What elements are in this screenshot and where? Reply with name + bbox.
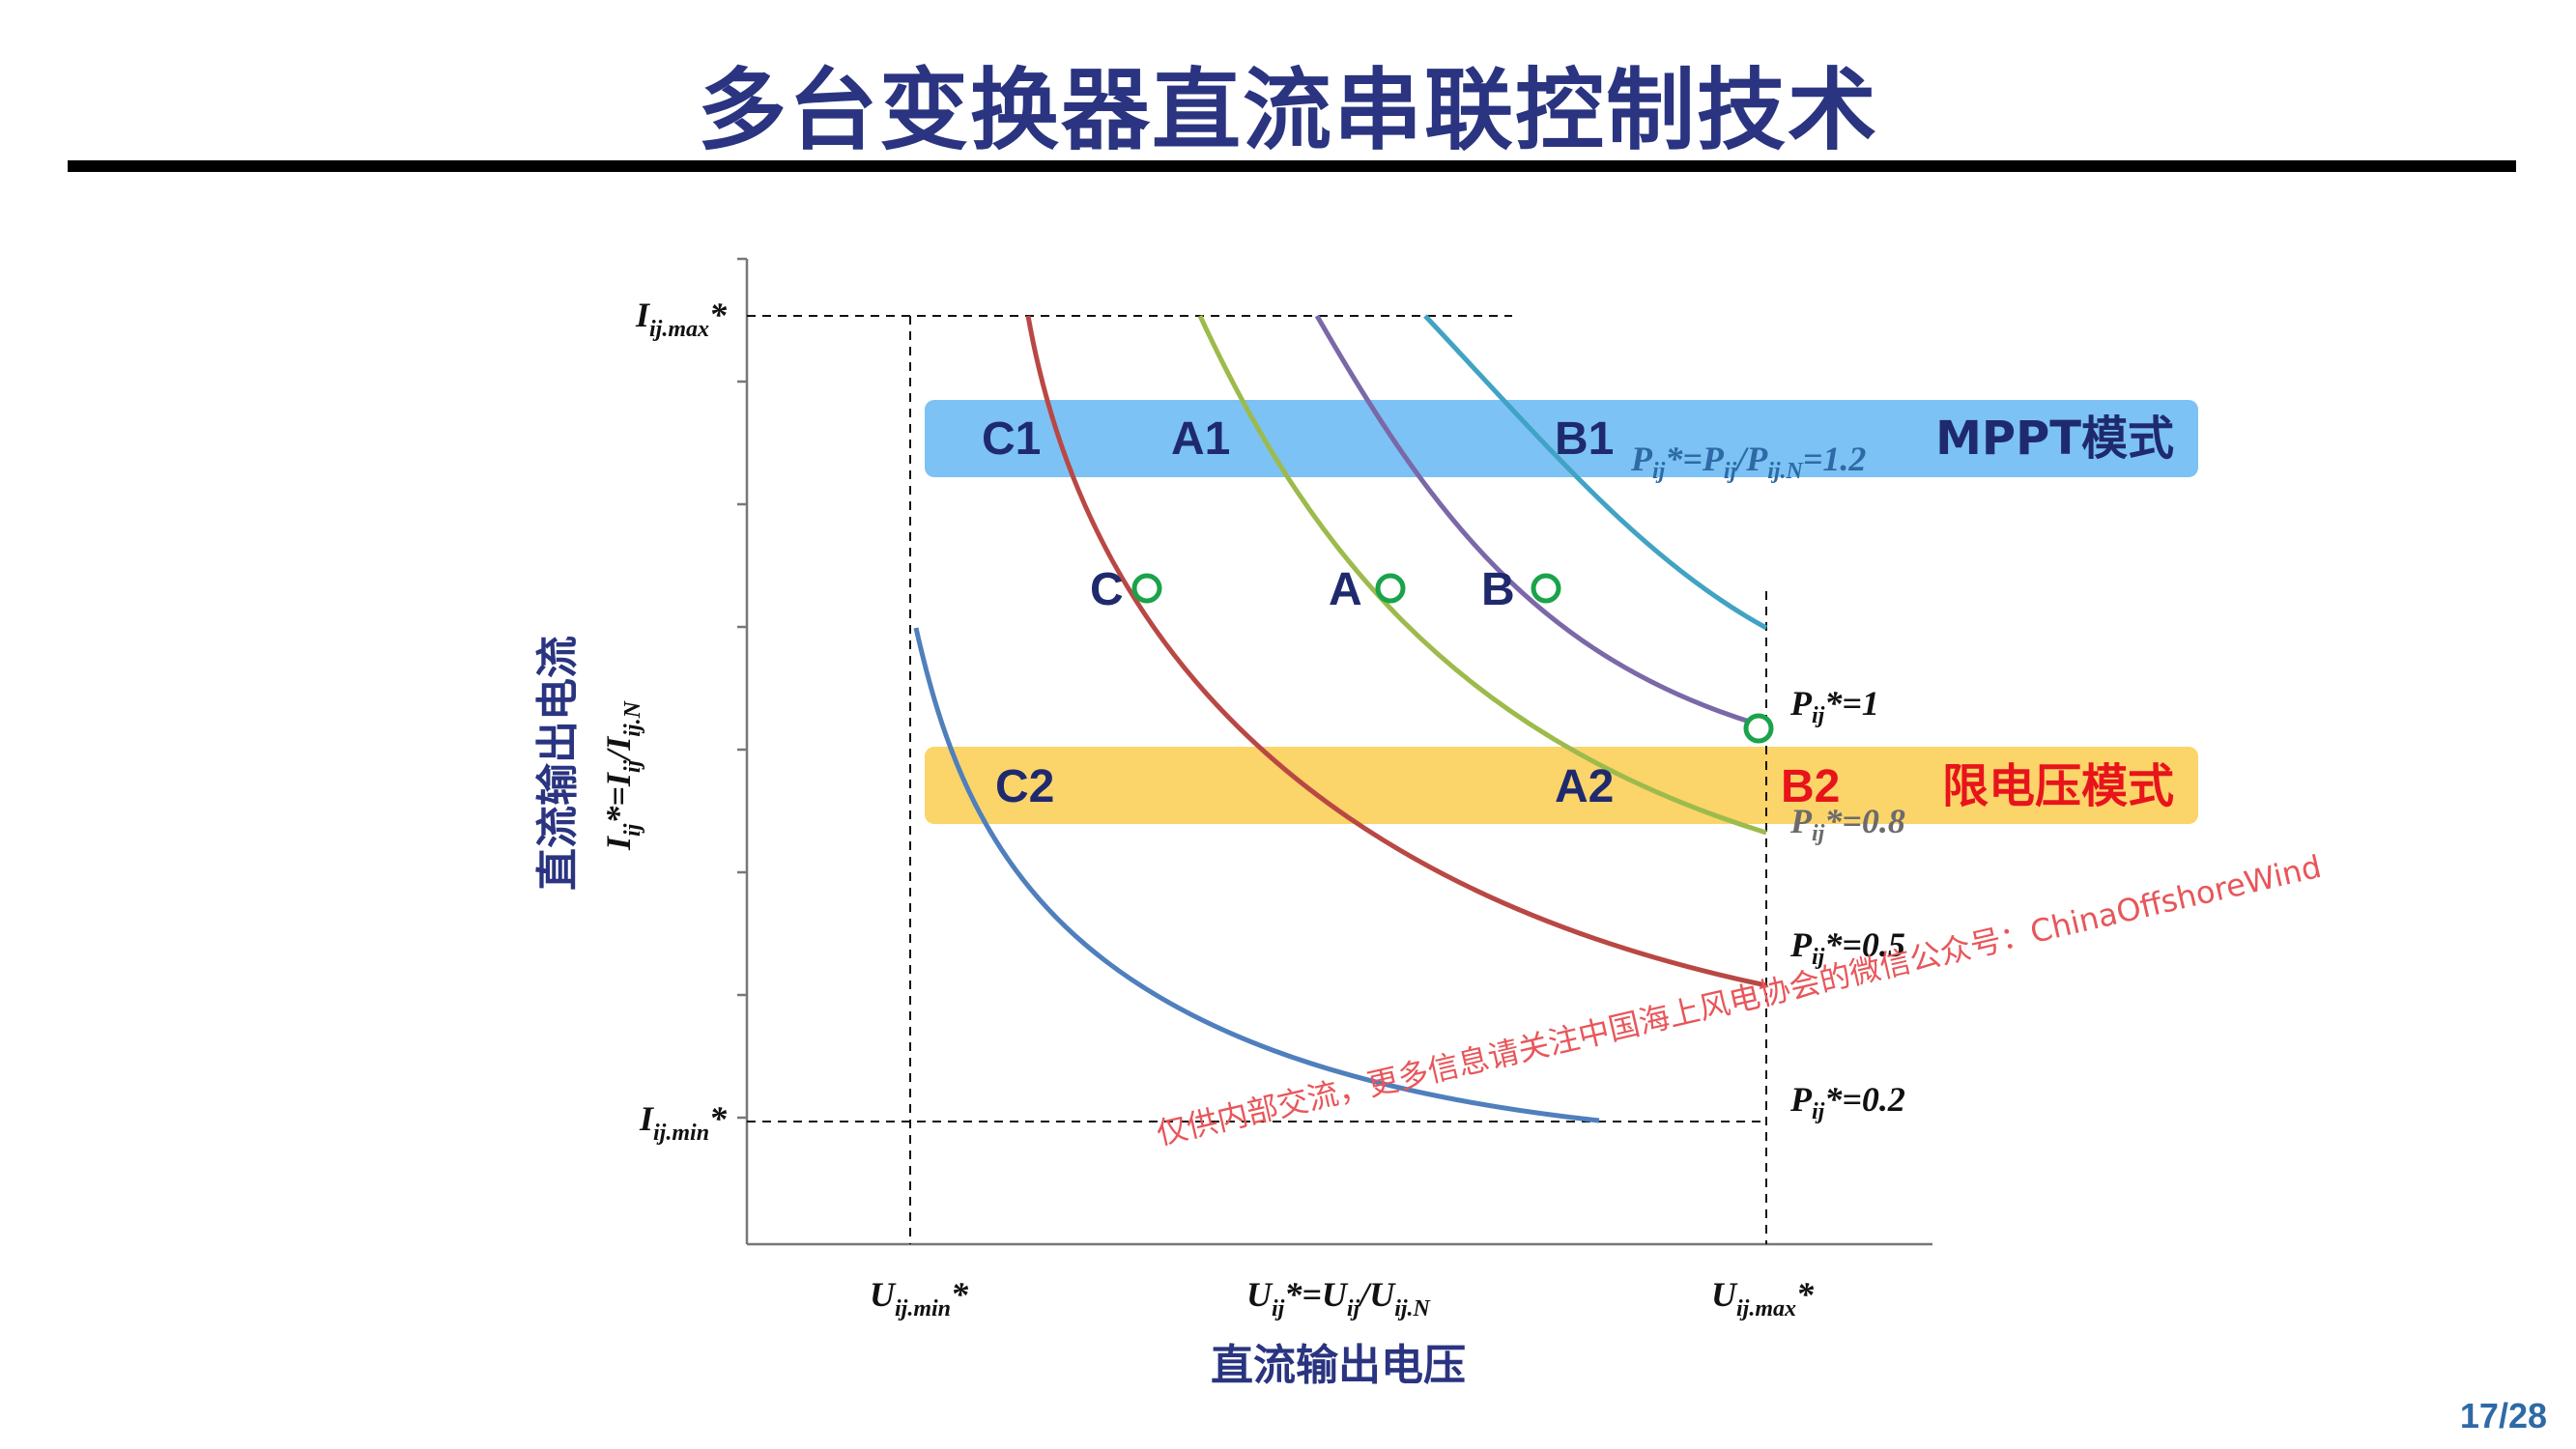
y-min-label: Iij.min*	[639, 1099, 728, 1146]
curve-p-1.2	[1423, 314, 1768, 631]
band-label-b2: B2	[1781, 761, 1840, 812]
operating-point-a-marker	[1375, 573, 1406, 604]
x-axis-title: 直流输出电压	[1211, 1341, 1466, 1390]
watermark-text: 仅供内部交流，更多信息请关注中国海上风电协会的微信公众号：ChinaOffsho…	[1153, 848, 2325, 1152]
curve-p-0.5	[1025, 315, 1767, 988]
curve-label-p-0.5: Pij*=0.5	[1789, 925, 1905, 970]
curve-p-0.8	[1197, 314, 1767, 836]
point-label-a: A	[1329, 564, 1362, 615]
curve-p-0.2	[913, 627, 1600, 1123]
band-label-a2: A2	[1555, 761, 1614, 812]
operating-point-b-marker	[1531, 573, 1561, 604]
slide-title: 多台变换器直流串联控制技术	[697, 59, 1878, 162]
point-label-b: B	[1481, 564, 1515, 615]
curve-label-p-1: Pij*=1	[1789, 684, 1879, 728]
page-number: 17/28	[2459, 1396, 2547, 1435]
limit-lines	[747, 315, 1767, 1244]
band-label-b1: B1	[1555, 413, 1614, 465]
band-label-c2: C2	[995, 761, 1054, 812]
band-label-a1: A1	[1171, 413, 1230, 465]
y-axis-ticks	[737, 257, 747, 1120]
y-max-label: Iij.max*	[635, 296, 728, 342]
mppt-mode-label: MPPT模式	[1935, 412, 2174, 466]
limit-voltage-mode-label: 限电压模式	[1942, 759, 2174, 813]
title-divider	[68, 160, 2516, 172]
mppt-band	[925, 400, 2198, 477]
y-axis-formula: Iij*=Iij/Iij.N	[599, 699, 645, 851]
band-label-c1: C1	[982, 413, 1041, 465]
operating-point-c-marker	[1131, 573, 1162, 604]
curve-label-p-0.8: Pij*=0.8	[1789, 802, 1905, 846]
x-axis-formula: Uij*=Uij/Uij.N	[1246, 1275, 1432, 1321]
point-label-c: C	[1090, 564, 1124, 615]
y-axis-title: 直流输出电流	[533, 636, 583, 891]
operating-point-b2-marker	[1743, 713, 1774, 744]
x-max-label: Uij.max*	[1711, 1275, 1815, 1321]
curve-label-p-0.2: Pij*=0.2	[1789, 1080, 1905, 1124]
curve-label-p-1.2: Pij*=Pij/Pij.N=1.2	[1630, 440, 1866, 484]
curve-p-1	[1314, 314, 1760, 727]
x-min-label: Uij.min*	[870, 1275, 969, 1321]
limit-voltage-band	[925, 747, 2198, 824]
